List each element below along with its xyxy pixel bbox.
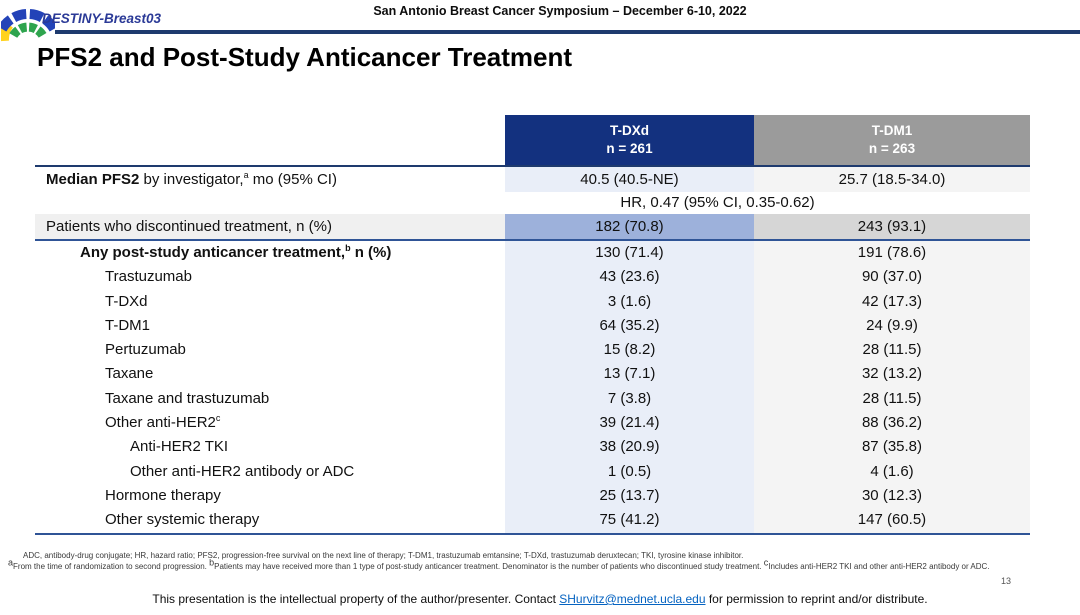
footer-text-pre: This presentation is the intellectual pr… xyxy=(152,592,560,606)
row-tdm1-value: 88 (36.2) xyxy=(754,411,1030,436)
median-pfs2-tdm1-value: 25.7 (18.5-34.0) xyxy=(754,167,1030,192)
table-row: T-DM1 64 (35.2) 24 (9.9) xyxy=(35,313,1030,339)
row-tdm1-value: 32 (13.2) xyxy=(754,362,1030,387)
row-tdxd-value: 7 (3.8) xyxy=(505,386,754,412)
row-tdxd-value: 15 (8.2) xyxy=(505,338,754,363)
row-tdxd-value: 39 (21.4) xyxy=(505,411,754,436)
table-row: Any post-study anticancer treatment,b n … xyxy=(35,241,1030,266)
footer-disclaimer: This presentation is the intellectual pr… xyxy=(0,592,1080,606)
row-label: Other anti-HER2c xyxy=(105,413,221,432)
row-label: Other systemic therapy xyxy=(105,511,260,529)
row-tdxd-value: 130 (71.4) xyxy=(505,241,754,266)
row-label: Taxane and trastuzumab xyxy=(105,389,270,407)
sabcs-logo-icon xyxy=(1,8,55,42)
row-tdxd-value: 43 (23.6) xyxy=(505,265,754,290)
hazard-ratio-row: HR, 0.47 (95% CI, 0.35-0.62) xyxy=(35,192,1030,214)
tdm1-column-header: T-DM1 n = 263 xyxy=(754,115,1030,165)
row-tdm1-value: 24 (9.9) xyxy=(754,313,1030,339)
median-pfs2-row: Median PFS2 by investigator,a mo (95% CI… xyxy=(35,167,1030,192)
header-spacer xyxy=(35,115,505,165)
hazard-ratio-value: HR, 0.47 (95% CI, 0.35-0.62) xyxy=(620,194,815,211)
row-label: Taxane xyxy=(105,365,154,383)
row-tdm1-value: 42 (17.3) xyxy=(754,289,1030,314)
tdxd-column-header: T-DXd n = 261 xyxy=(505,115,754,165)
tdxd-n: n = 261 xyxy=(606,141,653,156)
table-row: Pertuzumab 15 (8.2) 28 (11.5) xyxy=(35,338,1030,363)
row-tdm1-value: 191 (78.6) xyxy=(754,241,1030,266)
row-label: Other anti-HER2 antibody or ADC xyxy=(130,462,355,480)
table-row: T-DXd 3 (1.6) 42 (17.3) xyxy=(35,289,1030,314)
footnotes: ADC, antibody-drug conjugate; HR, hazard… xyxy=(8,551,1050,572)
pfs2-table: T-DXd n = 261 T-DM1 n = 263 Median PFS2 … xyxy=(35,115,1030,535)
row-label: Anti-HER2 TKI xyxy=(130,438,229,456)
row-tdxd-value: 38 (20.9) xyxy=(505,435,754,460)
table-row: Anti-HER2 TKI 38 (20.9) 87 (35.8) xyxy=(35,435,1030,460)
table-header-row: T-DXd n = 261 T-DM1 n = 263 xyxy=(35,115,1030,165)
hr-spacer xyxy=(35,192,505,214)
table-row: Trastuzumab 43 (23.6) 90 (37.0) xyxy=(35,265,1030,290)
footer-text-post: for permission to reprint and/or distrib… xyxy=(705,592,928,606)
discontinued-label: Patients who discontinued treatment, n (… xyxy=(35,214,505,239)
row-label: T-DXd xyxy=(105,292,148,310)
abbreviations-note: ADC, antibody-drug conjugate; HR, hazard… xyxy=(23,551,744,560)
table-body: Median PFS2 by investigator,a mo (95% CI… xyxy=(35,165,1030,535)
symposium-title: San Antonio Breast Cancer Symposium – De… xyxy=(373,4,747,18)
slide-title: PFS2 and Post-Study Anticancer Treatment xyxy=(37,42,573,72)
table-row: Other systemic therapy 75 (41.2) 147 (60.5… xyxy=(35,508,1030,535)
row-tdm1-value: 147 (60.5) xyxy=(754,508,1030,533)
row-tdxd-value: 75 (41.2) xyxy=(505,508,754,533)
row-tdm1-value: 30 (12.3) xyxy=(754,483,1030,509)
tdxd-label: T-DXd xyxy=(610,122,649,138)
row-tdm1-value: 28 (11.5) xyxy=(754,338,1030,363)
discontinued-row: Patients who discontinued treatment, n (… xyxy=(35,214,1030,241)
row-label: Trastuzumab xyxy=(105,268,192,286)
table-row: Hormone therapy 25 (13.7) 30 (12.3) xyxy=(35,483,1030,509)
row-tdxd-value: 13 (7.1) xyxy=(505,362,754,387)
row-tdxd-value: 64 (35.2) xyxy=(505,313,754,339)
row-tdm1-value: 28 (11.5) xyxy=(754,386,1030,412)
table-row: Other anti-HER2 antibody or ADC 1 (0.5) 4 … xyxy=(35,459,1030,484)
header-rule xyxy=(55,30,1080,34)
row-tdm1-value: 90 (37.0) xyxy=(754,265,1030,290)
lettered-notes: aFrom the time of randomization to secon… xyxy=(8,556,990,571)
row-label: Any post-study anticancer treatment,b n … xyxy=(80,243,392,262)
row-tdm1-value: 4 (1.6) xyxy=(754,459,1030,484)
page-number: 13 xyxy=(1001,576,1012,586)
row-label: T-DM1 xyxy=(105,316,150,334)
row-tdxd-value: 25 (13.7) xyxy=(505,483,754,509)
table-row: Taxane 13 (7.1) 32 (13.2) xyxy=(35,362,1030,387)
median-pfs2-label: Median PFS2 by investigator,a mo (95% CI… xyxy=(46,170,337,189)
treatment-rows: Any post-study anticancer treatment,b n … xyxy=(35,241,1030,535)
study-name: DESTINY-Breast03 xyxy=(42,11,162,26)
row-tdxd-value: 3 (1.6) xyxy=(505,289,754,314)
median-pfs2-tdxd-value: 40.5 (40.5-NE) xyxy=(505,167,754,192)
table-row: Taxane and trastuzumab 7 (3.8) 28 (11.5) xyxy=(35,386,1030,412)
table-row: Other anti-HER2c 39 (21.4) 88 (36.2) xyxy=(35,411,1030,436)
tdm1-n: n = 263 xyxy=(868,141,916,156)
discontinued-tdxd-value: 182 (70.8) xyxy=(505,214,754,239)
row-tdm1-value: 87 (35.8) xyxy=(754,435,1030,460)
row-label: Pertuzumab xyxy=(105,341,186,359)
tdm1-label: T-DM1 xyxy=(871,122,913,138)
contact-email-link[interactable]: SHurvitz@mednet.ucla.edu xyxy=(559,592,706,606)
row-label: Hormone therapy xyxy=(105,486,221,504)
row-tdxd-value: 1 (0.5) xyxy=(505,459,754,484)
discontinued-tdm1-value: 243 (93.1) xyxy=(754,214,1030,239)
